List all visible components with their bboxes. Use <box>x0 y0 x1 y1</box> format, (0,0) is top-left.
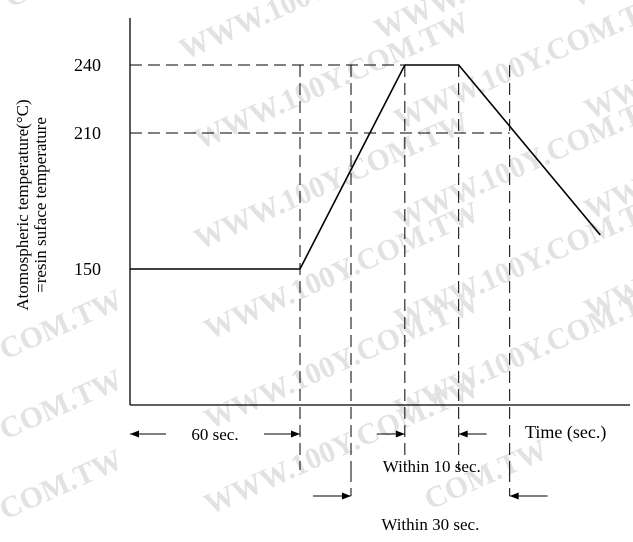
y-axis-label-line1: Atomospheric temperature(°C) <box>13 99 32 310</box>
annotation-60-sec: 60 sec. <box>191 425 238 444</box>
annotation-within-30-sec: Within 30 sec. <box>381 515 479 534</box>
series-line-0 <box>130 64 601 270</box>
arrow-10-right-head <box>458 430 468 438</box>
watermark-text: COM.TW <box>0 0 132 14</box>
y-tick-label-150: 150 <box>74 259 101 279</box>
annotation-within-10-sec: Within 10 sec. <box>383 457 481 476</box>
y-tick-label-240: 240 <box>74 55 101 75</box>
arrow-30-right-head <box>509 492 519 500</box>
y-axis-label-line2: =resin suface temperature <box>31 117 50 293</box>
x-axis-label: Time (sec.) <box>525 422 606 443</box>
series-layer <box>130 64 601 270</box>
arrow-60-left-head <box>130 430 139 438</box>
y-tick-labels: 150 210 240 <box>74 55 101 279</box>
y-tick-label-210: 210 <box>74 123 101 143</box>
annotations: 60 sec. Within 10 sec. Within 30 sec. <box>130 425 548 534</box>
watermark-text: COM.TW <box>0 443 127 526</box>
arrow-60-right-head <box>291 430 300 438</box>
watermark-text: COM.TW <box>0 363 127 446</box>
arrow-10-left-head <box>395 430 405 438</box>
arrow-30-left-head <box>342 492 351 500</box>
